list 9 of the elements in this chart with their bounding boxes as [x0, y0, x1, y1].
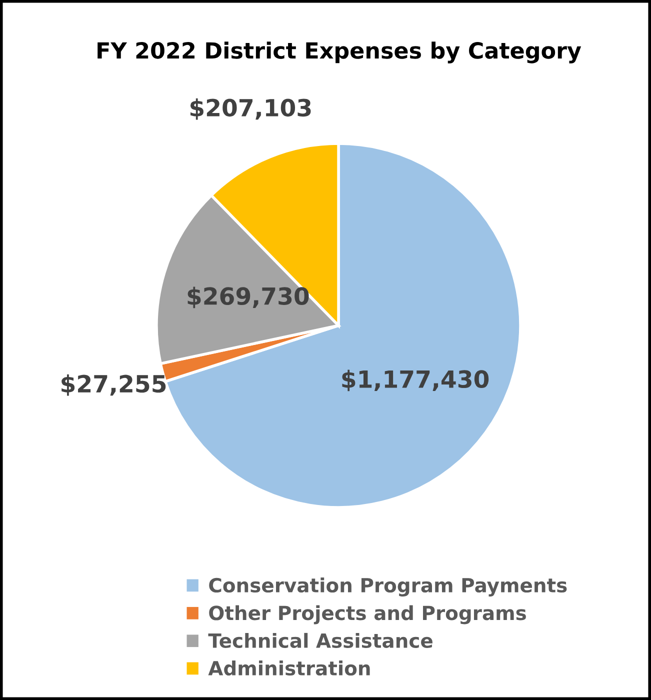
data-label: $269,730 — [188, 286, 309, 308]
legend-label: Conservation Program Payments — [209, 578, 567, 596]
legend-label: Other Projects and Programs — [209, 605, 526, 624]
legend-label: Technical Assistance — [208, 632, 432, 648]
data-label: $27,255 — [62, 374, 166, 396]
data-label: $207,103 — [190, 98, 311, 120]
chart-title: FY 2022 District Expenses by Category — [98, 42, 582, 64]
data-label: $1,177,430 — [342, 370, 489, 392]
legend-label: Administration — [208, 660, 370, 676]
